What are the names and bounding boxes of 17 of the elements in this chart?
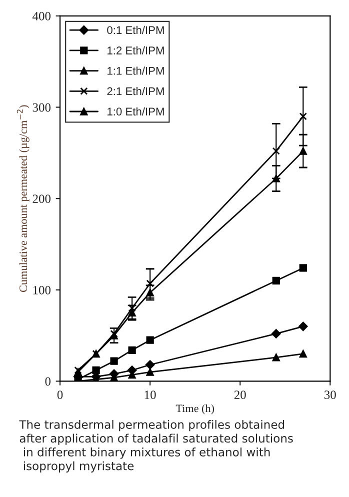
y-tick-label: 0 xyxy=(45,377,51,386)
y-tick-label: 200 xyxy=(32,194,51,204)
x-tick-label: 30 xyxy=(324,390,336,400)
x-tick-label: 0 xyxy=(57,390,63,400)
legend-label: 1:2 Eth/IPM xyxy=(108,46,164,54)
y-tick-label: 400 xyxy=(32,12,51,20)
x-axis-title: Time (h) xyxy=(176,404,214,414)
x-tick-label: 10 xyxy=(144,390,156,400)
legend-label: 1:1 Eth/IPM xyxy=(108,66,164,75)
legend-label: 2:1 Eth/IPM xyxy=(107,86,164,96)
y-tick-label: 100 xyxy=(33,286,51,294)
legend-label: 1:0 Eth/IPM xyxy=(108,107,164,116)
legend-label: 0:1 Eth/IPM xyxy=(107,26,164,34)
x-tick-label: 20 xyxy=(234,390,246,400)
y-tick-label: 300 xyxy=(32,103,51,112)
y-axis-title: Cumulative amount permeated (µg/cm$^{−2}$) xyxy=(16,105,30,292)
text: The transdermal permeation profiles obtained after application of tadalafil saturated solutions in different binary mixtures of ethanol with isopropyl myristate xyxy=(19,420,293,472)
